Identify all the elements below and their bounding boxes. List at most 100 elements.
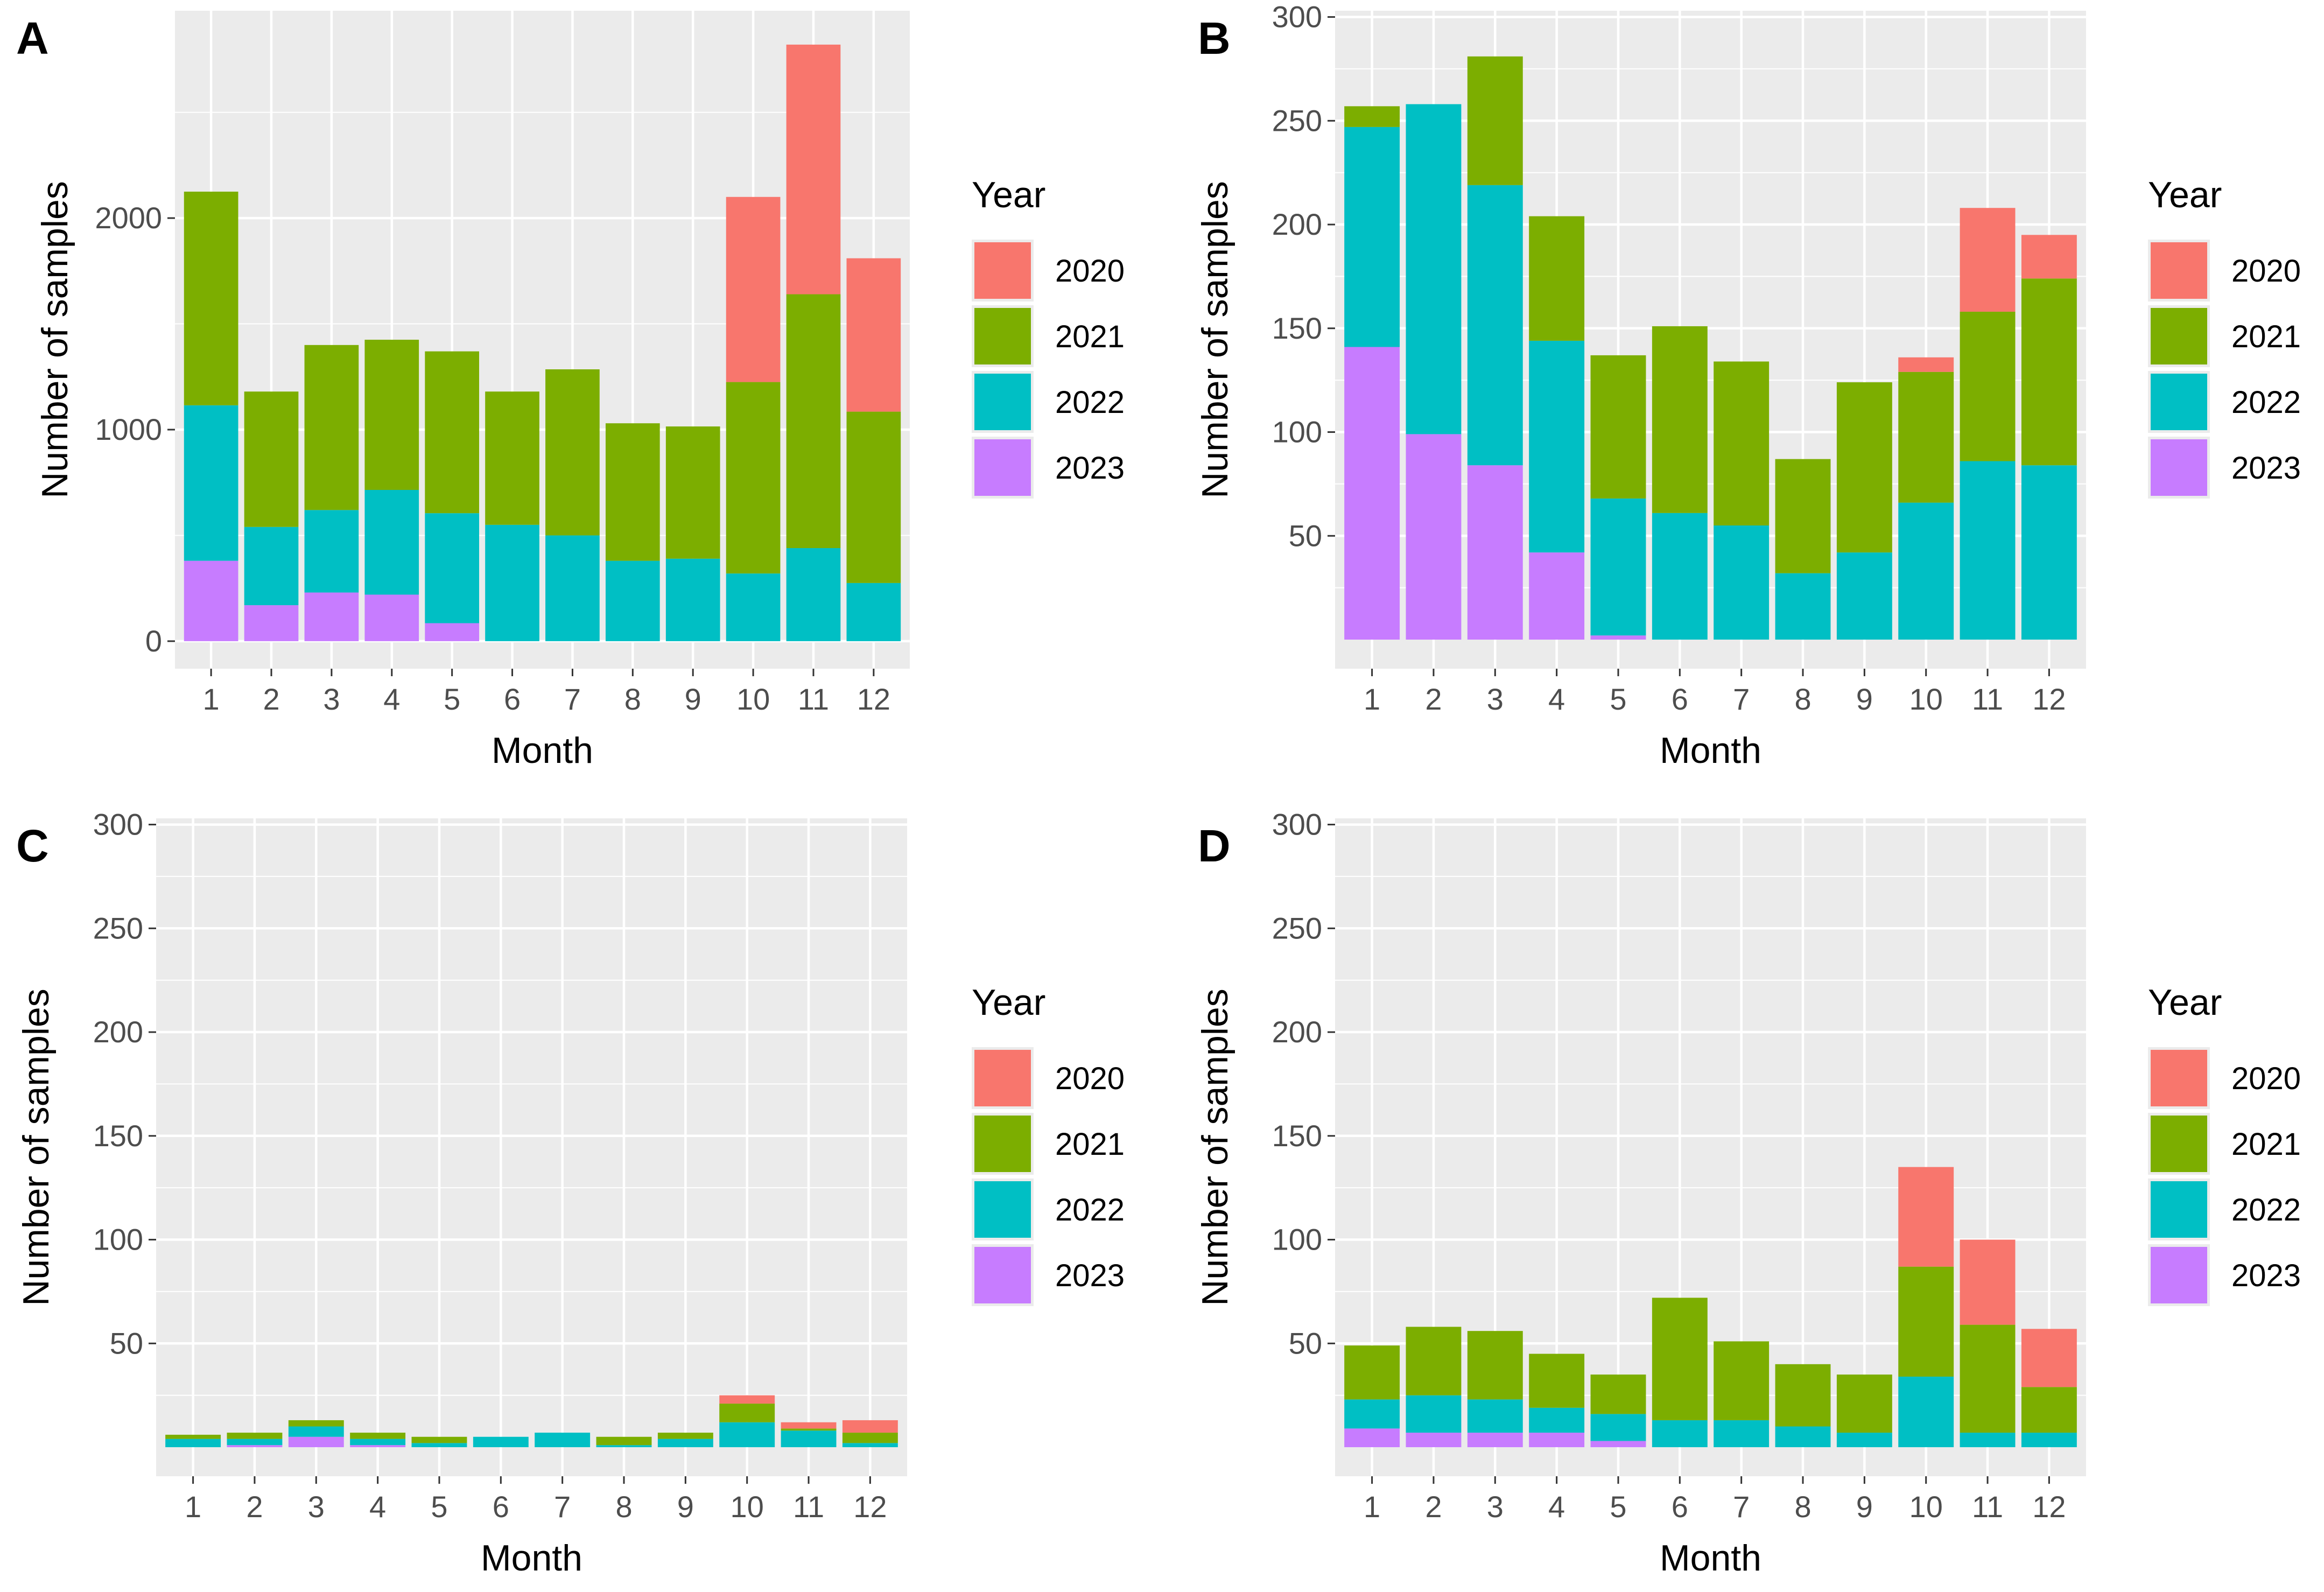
y-tick-label: 300 [1272, 0, 1322, 34]
bar-2023-month-1 [184, 560, 238, 641]
bar-2021-month-8 [605, 423, 660, 561]
x-tick-label: 7 [564, 682, 581, 716]
x-axis-title: Month [492, 730, 593, 771]
bar-2021-month-9 [1836, 1374, 1892, 1433]
bar-2021-month-4 [350, 1433, 406, 1439]
bar-2021-month-4 [1529, 1353, 1585, 1408]
x-tick-label: 3 [323, 682, 340, 716]
panel-label: D [1198, 820, 1231, 871]
legend-swatch-2022 [2151, 1181, 2207, 1238]
y-tick-label: 2000 [95, 201, 162, 235]
bar-2021-month-3 [304, 345, 359, 510]
bar-2022-month-11 [1960, 1433, 2016, 1448]
x-tick-label: 10 [1909, 1490, 1943, 1524]
bar-2022-month-3 [1467, 185, 1523, 466]
x-tick-label: 12 [853, 1490, 887, 1524]
bar-2021-month-9 [1836, 382, 1892, 553]
bar-2022-month-1 [1344, 1399, 1400, 1429]
bar-2022-month-5 [411, 1443, 467, 1448]
legend-title: Year [972, 982, 1045, 1023]
legend-swatch-2021 [2151, 1116, 2207, 1172]
legend: Year 2020 2021 2022 2023 [972, 174, 1125, 499]
legend-label-2022: 2022 [2231, 1193, 2301, 1228]
bar-2022-month-5 [1590, 1414, 1646, 1441]
bar-2022-month-10 [1898, 502, 1954, 640]
bar-2022-month-2 [1406, 104, 1462, 434]
bar-2022-month-2 [227, 1439, 283, 1446]
bar-2020-month-12 [846, 258, 901, 412]
bar-2021-month-6 [1652, 1298, 1708, 1420]
bar-2021-month-7 [545, 369, 600, 536]
y-tick-label: 250 [1272, 103, 1322, 137]
panel-label: B [1198, 13, 1231, 64]
bar-2021-month-2 [1406, 1327, 1462, 1395]
y-tick-label: 50 [1289, 518, 1322, 552]
x-tick-label: 7 [1733, 682, 1750, 716]
bar-2021-month-11 [1960, 311, 2016, 461]
bar-2021-month-5 [1590, 1374, 1646, 1414]
bar-2023-month-3 [288, 1436, 344, 1448]
bar-2022-month-2 [244, 527, 299, 606]
legend-swatch-2023 [974, 439, 1031, 496]
bar-2021-month-6 [1652, 326, 1708, 513]
bar-2021-month-5 [1590, 355, 1646, 499]
x-tick-label: 2 [1425, 682, 1442, 716]
x-tick-label: 2 [1425, 1490, 1442, 1524]
bar-2022-month-8 [605, 560, 660, 641]
legend-swatch-2022 [2151, 374, 2207, 430]
bar-2022-month-4 [1529, 340, 1585, 553]
legend-title: Year [972, 174, 1045, 215]
bar-2021-month-1 [184, 191, 238, 405]
bar-2021-month-10 [1898, 371, 1954, 503]
x-tick-label: 6 [504, 682, 521, 716]
legend-label-2023: 2023 [2231, 451, 2301, 486]
bar-2021-month-12 [2021, 278, 2077, 466]
legend-label-2021: 2021 [1055, 1127, 1125, 1162]
x-tick-label: 7 [1733, 1490, 1750, 1524]
bar-2020-month-12 [842, 1420, 898, 1433]
bar-2022-month-3 [288, 1426, 344, 1437]
x-axis-title: Month [1660, 1538, 1761, 1579]
x-tick-label: 5 [444, 682, 460, 716]
bar-2022-month-7 [1714, 1420, 1770, 1448]
bar-2022-month-6 [1652, 1420, 1708, 1448]
x-tick-label: 3 [308, 1490, 325, 1524]
bar-2023-month-5 [425, 623, 480, 641]
y-tick-label: 250 [1272, 911, 1322, 945]
x-tick-label: 9 [685, 682, 701, 716]
bar-2022-month-8 [596, 1445, 652, 1448]
bar-2023-month-4 [1529, 552, 1585, 640]
legend: Year 2020 2021 2022 2023 [2148, 174, 2301, 499]
x-tick-label: 6 [1672, 1490, 1688, 1524]
y-tick-label: 100 [93, 1223, 143, 1257]
legend-label-2023: 2023 [1055, 1258, 1125, 1293]
legend: Year 2020 2021 2022 2023 [972, 982, 1125, 1306]
bar-2022-month-3 [1467, 1399, 1523, 1433]
bar-2020-month-11 [1960, 208, 2016, 312]
bar-2021-month-10 [726, 382, 781, 574]
bar-2023-month-4 [364, 594, 419, 641]
x-tick-label: 1 [185, 1490, 201, 1524]
bar-2022-month-12 [2021, 465, 2077, 640]
bar-2022-month-9 [665, 558, 720, 641]
legend-swatch-2021 [2151, 308, 2207, 364]
legend-swatch-2022 [974, 1181, 1031, 1238]
bar-2022-month-1 [184, 405, 238, 561]
x-tick-label: 11 [1972, 1490, 2003, 1524]
legend-swatch-2020 [974, 1050, 1031, 1106]
bar-2021-month-8 [1775, 459, 1831, 573]
y-tick-label: 1000 [95, 412, 162, 446]
bar-2020-month-11 [1960, 1239, 2016, 1325]
bar-2022-month-3 [304, 510, 359, 593]
legend-label-2021: 2021 [1055, 319, 1125, 354]
x-tick-label: 12 [857, 682, 890, 716]
bar-2021-month-2 [227, 1433, 283, 1439]
plot-background [156, 818, 907, 1476]
bar-2022-month-7 [1714, 525, 1770, 640]
bar-2021-month-6 [485, 391, 539, 525]
bar-2021-month-3 [288, 1420, 344, 1427]
bar-2021-month-12 [842, 1433, 898, 1443]
x-tick-label: 11 [1972, 682, 2003, 716]
